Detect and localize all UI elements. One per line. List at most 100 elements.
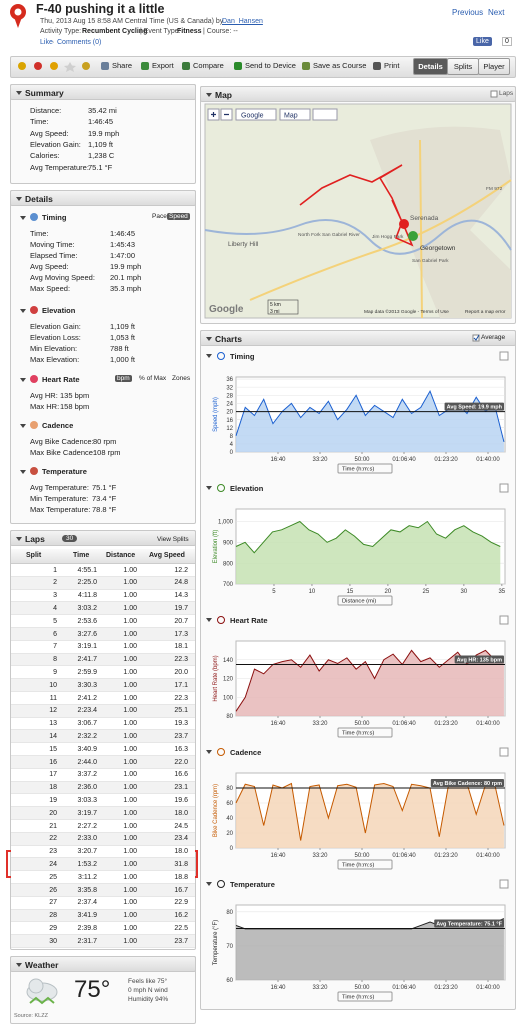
collapse-arrow — [206, 337, 212, 341]
toolbar-button[interactable]: Compare — [193, 61, 224, 70]
map-type-select[interactable] — [279, 108, 311, 121]
x-axis-label[interactable]: Distance (mi) — [342, 599, 376, 605]
lap-cell: 6 — [53, 630, 57, 638]
weather-icon — [29, 996, 55, 1005]
weather-icon — [28, 978, 44, 994]
toolbar-icon — [101, 62, 109, 70]
average-label-bg — [444, 402, 504, 411]
tab[interactable]: Splits — [447, 58, 479, 75]
next-link[interactable]: Next — [488, 8, 505, 17]
lap-cell: 3:40.9 — [77, 745, 97, 753]
view-splits-link[interactable]: View Splits — [157, 536, 189, 543]
unit-toggle[interactable]: Zones — [172, 375, 191, 382]
lap-cell: 20.7 — [174, 617, 188, 625]
lap-row — [11, 781, 195, 795]
x-axis-select[interactable] — [337, 991, 393, 1002]
map-urban — [370, 126, 511, 319]
average-label: Avg HR: 135 bpm — [457, 657, 502, 663]
lap-cell: 1.00 — [123, 604, 137, 612]
map-label: Serenada — [410, 215, 439, 222]
lap-cell: 10 — [49, 681, 57, 689]
favorite-icon[interactable] — [64, 62, 76, 72]
lap-row — [11, 589, 195, 603]
expand-button[interactable] — [499, 879, 509, 889]
add-icon[interactable] — [50, 62, 58, 70]
unit-toggle[interactable]: Pace — [152, 213, 167, 220]
x-axis-select[interactable] — [337, 463, 393, 474]
like-link[interactable]: Like — [40, 39, 53, 46]
lap-row — [11, 768, 195, 782]
area — [236, 783, 504, 848]
lap-cell: 14.3 — [174, 592, 188, 600]
y-axis-label: Temperature (°F) — [213, 920, 219, 965]
people-icon[interactable] — [82, 62, 90, 70]
expand-button[interactable] — [499, 615, 509, 625]
fb-like[interactable]: Like — [473, 37, 492, 46]
average-toggle[interactable]: Average — [481, 334, 506, 341]
lap-cell: 3:19.1 — [77, 643, 97, 651]
chart-icon — [217, 880, 225, 888]
toolbar-button[interactable]: Print — [384, 61, 400, 70]
activity-type: Recumbent Cycling — [82, 28, 148, 35]
lap-row — [11, 640, 195, 654]
lap-cell: 2:36.0 — [77, 784, 97, 792]
expand-button[interactable] — [499, 747, 509, 757]
toolbar-button[interactable]: Export — [152, 61, 174, 70]
tab[interactable]: Details — [413, 58, 448, 75]
area — [236, 918, 504, 980]
y-tick-label: 1,000 — [218, 520, 234, 526]
lap-cell: 21 — [49, 822, 57, 830]
provider-select-label[interactable]: Google — [241, 113, 264, 120]
x-axis-select[interactable] — [337, 727, 393, 738]
x-tick-label: 01:40:00 — [476, 853, 500, 859]
unit-toggle[interactable]: % of Max — [139, 375, 167, 382]
detail-label: Time: — [30, 229, 49, 238]
laps-toggle[interactable]: Laps — [499, 90, 514, 97]
comments-link[interactable]: Comments (0) — [57, 39, 102, 46]
lap-cell: 1.00 — [123, 617, 137, 625]
chart-title: Heart Rate — [230, 616, 268, 625]
laps-checkbox[interactable] — [490, 90, 498, 98]
x-tick-label: 50:00 — [354, 721, 370, 727]
map-type-label[interactable]: Map — [284, 113, 298, 120]
average-label-bg — [434, 919, 504, 928]
edit-icon[interactable] — [18, 62, 26, 70]
lap-cell: 19.3 — [174, 720, 188, 728]
wind: 0 mph N wind — [128, 987, 168, 994]
lap-cell: 1.00 — [123, 566, 137, 574]
y-tick-label: 32 — [226, 385, 233, 391]
lap-cell: 1.00 — [123, 912, 137, 920]
unit-toggle[interactable]: Speed — [167, 213, 190, 220]
panel-header — [200, 86, 516, 102]
delete-icon[interactable] — [34, 62, 42, 70]
toolbar-button[interactable]: Save as Course — [313, 61, 367, 70]
detail-value: 78.8 °F — [92, 505, 117, 514]
toolbar-button[interactable]: Share — [112, 61, 133, 70]
expand-button[interactable] — [499, 351, 509, 361]
provider-select[interactable] — [235, 108, 277, 121]
tab[interactable]: Player — [478, 58, 510, 75]
x-axis-label[interactable]: Time (h:m:s) — [342, 995, 374, 1001]
x-axis-label[interactable]: Time (h:m:s) — [342, 863, 374, 869]
x-axis-select[interactable] — [337, 595, 393, 606]
previous-link[interactable]: Previous — [452, 8, 484, 17]
lap-cell: 3:35.8 — [77, 886, 97, 894]
x-axis-label[interactable]: Time (h:m:s) — [342, 467, 374, 473]
average-checkbox[interactable] — [472, 334, 480, 342]
detail-label: Elevation Gain: — [30, 322, 81, 331]
page-title: F-40 pushing it a little — [36, 2, 165, 16]
toolbar-button[interactable]: Send to Device — [245, 61, 296, 70]
x-axis-label[interactable]: Time (h:m:s) — [342, 731, 374, 737]
collapse-arrow — [16, 91, 22, 95]
x-tick-label: 5 — [272, 589, 276, 595]
expand-button[interactable] — [499, 483, 509, 493]
user-link[interactable]: Dan_Hansen — [222, 18, 263, 25]
lap-cell: 23.7 — [174, 732, 188, 740]
collapse-arrow — [206, 354, 212, 358]
layers-select[interactable] — [312, 108, 338, 121]
unit-toggle[interactable]: bpm — [115, 375, 132, 382]
report-map-error[interactable]: Report a map error — [465, 309, 506, 315]
lap-cell: 12 — [49, 707, 57, 715]
x-axis-select[interactable] — [337, 859, 393, 870]
